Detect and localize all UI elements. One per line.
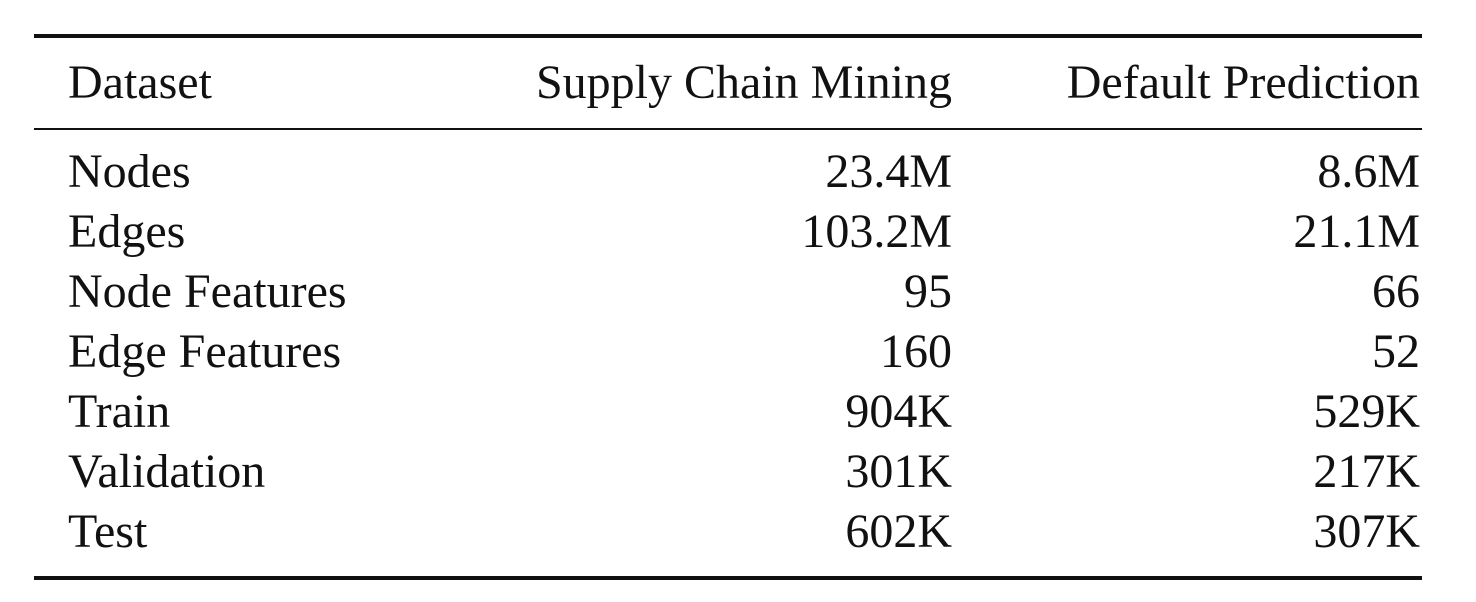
row-label: Edges — [68, 205, 186, 258]
supply-chain-mining-value: 160 — [880, 325, 952, 378]
row-label: Nodes — [68, 145, 191, 198]
row-label: Test — [68, 505, 148, 558]
default-prediction-value: 21.1M — [1293, 205, 1420, 258]
row-label: Train — [68, 385, 171, 438]
table-row: Nodes 23.4M 8.6M — [34, 142, 1422, 202]
supply-chain-mining-value: 602K — [845, 505, 952, 558]
top-rule — [34, 34, 1422, 38]
supply-chain-mining-value: 301K — [845, 445, 952, 498]
table-header-row: Dataset Supply Chain Mining Default Pred… — [34, 38, 1422, 128]
default-prediction-value: 8.6M — [1317, 145, 1420, 198]
default-prediction-value: 217K — [1313, 445, 1420, 498]
table-body: Nodes 23.4M 8.6M Edges 103.2M 21.1M Node… — [34, 130, 1422, 576]
table-row: Edge Features 160 52 — [34, 322, 1422, 382]
table-row: Validation 301K 217K — [34, 442, 1422, 502]
default-prediction-value: 52 — [1372, 325, 1420, 378]
bottom-rule — [34, 576, 1422, 580]
supply-chain-mining-value: 103.2M — [801, 205, 952, 258]
column-header-default-prediction: Default Prediction — [1066, 56, 1420, 109]
row-label: Node Features — [68, 265, 347, 318]
column-header-supply-chain-mining: Supply Chain Mining — [535, 56, 952, 109]
dataset-statistics-table: Dataset Supply Chain Mining Default Pred… — [34, 34, 1422, 580]
supply-chain-mining-value: 904K — [845, 385, 952, 438]
default-prediction-value: 307K — [1313, 505, 1420, 558]
table-row: Test 602K 307K — [34, 502, 1422, 562]
row-label: Validation — [68, 445, 266, 498]
default-prediction-value: 529K — [1313, 385, 1420, 438]
supply-chain-mining-value: 95 — [904, 265, 952, 318]
header-rule — [34, 128, 1422, 130]
table-row: Train 904K 529K — [34, 382, 1422, 442]
row-label: Edge Features — [68, 325, 342, 378]
table-row: Edges 103.2M 21.1M — [34, 202, 1422, 262]
supply-chain-mining-value: 23.4M — [825, 145, 952, 198]
default-prediction-value: 66 — [1372, 265, 1420, 318]
table-row: Node Features 95 66 — [34, 262, 1422, 322]
column-header-dataset: Dataset — [68, 56, 212, 109]
